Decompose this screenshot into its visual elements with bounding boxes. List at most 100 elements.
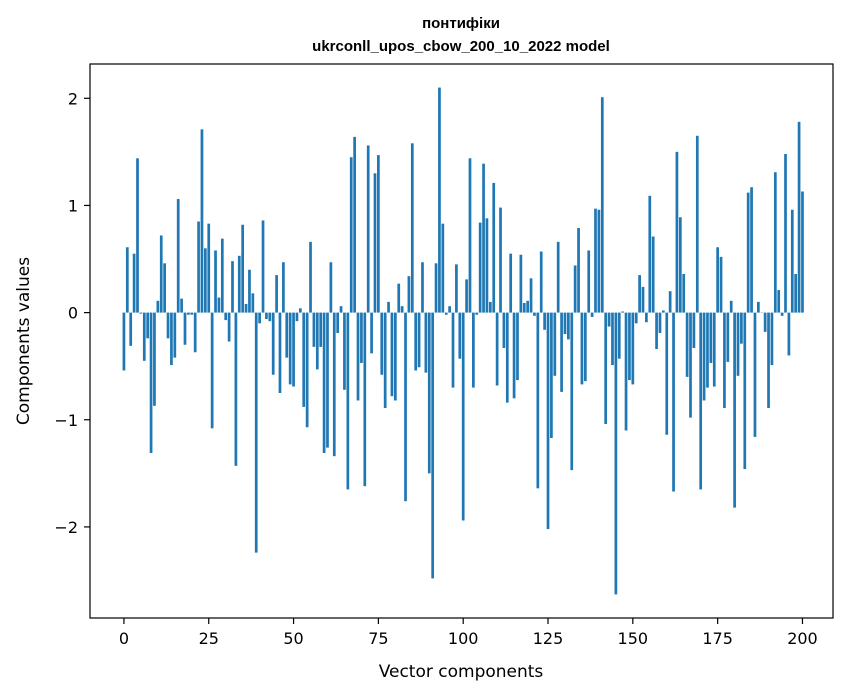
y-axis-ticks: 2 1 0 −1 −2	[54, 89, 90, 537]
bar-128	[556, 241, 560, 313]
bars-group	[122, 87, 804, 595]
bar-77	[383, 312, 387, 408]
bar-157	[655, 312, 658, 350]
bar-48	[285, 312, 289, 358]
bar-151	[634, 312, 638, 324]
bar-78	[387, 301, 390, 313]
bar-64	[339, 306, 343, 313]
bar-113	[505, 312, 509, 403]
bar-53	[302, 312, 306, 407]
bar-91	[431, 312, 435, 579]
bar-166	[685, 312, 689, 377]
bar-72	[366, 145, 370, 313]
bar-12	[163, 263, 166, 313]
bar-89	[424, 312, 428, 373]
bar-184	[746, 192, 750, 313]
bar-177	[723, 312, 726, 408]
bar-197	[790, 209, 794, 313]
bar-43	[268, 312, 272, 322]
bar-83	[404, 312, 407, 502]
bar-86	[414, 312, 418, 371]
bar-102	[468, 158, 472, 313]
bar-156	[651, 236, 655, 313]
bar-186	[753, 312, 757, 437]
bar-36	[244, 304, 248, 313]
bar-119	[526, 300, 530, 313]
bar-18	[183, 312, 187, 345]
bar-68	[353, 136, 356, 313]
y-tick-label: −2	[54, 518, 78, 537]
bar-149	[628, 312, 631, 381]
bar-76	[380, 312, 384, 375]
bar-20	[190, 312, 194, 315]
y-tick-label: 0	[68, 304, 78, 323]
bar-45	[275, 275, 278, 313]
bar-19	[187, 312, 190, 315]
bar-61	[329, 262, 333, 313]
bar-73	[370, 312, 373, 354]
bar-50	[292, 312, 295, 387]
bar-144	[611, 312, 614, 366]
bar-111	[499, 207, 502, 313]
bar-49	[288, 312, 292, 385]
bar-15	[173, 312, 177, 358]
bar-100	[461, 312, 465, 521]
bar-99	[458, 312, 462, 359]
bar-93	[438, 87, 441, 313]
bar-143	[607, 312, 611, 327]
bar-130	[563, 312, 567, 335]
bar-34	[237, 255, 241, 313]
bar-7	[146, 312, 150, 339]
bar-152	[638, 275, 641, 313]
x-tick-label: 75	[368, 629, 388, 648]
bar-59	[322, 312, 326, 453]
bar-95	[444, 312, 448, 315]
bar-173	[709, 312, 713, 363]
bar-148	[624, 312, 628, 431]
x-axis-label: Vector components	[379, 662, 544, 682]
bar-136	[583, 312, 587, 382]
bar-2	[129, 312, 133, 346]
bar-47	[282, 262, 285, 313]
bar-120	[529, 278, 533, 313]
bar-127	[553, 312, 557, 376]
bar-135	[580, 312, 584, 385]
bar-125	[546, 312, 550, 530]
bar-35	[241, 224, 245, 313]
bar-57	[315, 312, 319, 370]
bar-30	[224, 312, 228, 321]
bar-123	[539, 251, 543, 313]
bar-75	[377, 155, 380, 313]
bar-98	[455, 264, 458, 313]
bar-137	[587, 250, 591, 313]
y-tick-label: 1	[68, 196, 78, 215]
bar-51	[295, 312, 299, 322]
bar-27	[214, 250, 217, 313]
bar-103	[472, 312, 475, 388]
x-tick-label: 200	[787, 629, 818, 648]
bar-70	[360, 312, 363, 363]
bar-14	[170, 312, 173, 366]
bar-54	[305, 312, 309, 428]
bar-63	[336, 312, 340, 333]
bar-161	[668, 291, 672, 313]
bar-11	[159, 235, 163, 313]
bar-109	[492, 182, 496, 313]
bar-168	[692, 312, 696, 348]
bar-55	[309, 241, 312, 313]
bar-92	[434, 263, 438, 313]
bar-138	[590, 312, 594, 317]
bar-162	[672, 312, 675, 492]
bar-32	[231, 261, 234, 313]
bar-13	[166, 312, 170, 339]
bar-170	[699, 312, 703, 490]
bar-117	[519, 254, 523, 313]
bar-122	[536, 312, 540, 489]
x-tick-label: 0	[119, 629, 129, 648]
bar-21	[193, 312, 197, 353]
bar-87	[417, 312, 421, 368]
bar-90	[427, 312, 431, 474]
x-tick-label: 150	[618, 629, 649, 648]
bar-0	[122, 312, 126, 371]
